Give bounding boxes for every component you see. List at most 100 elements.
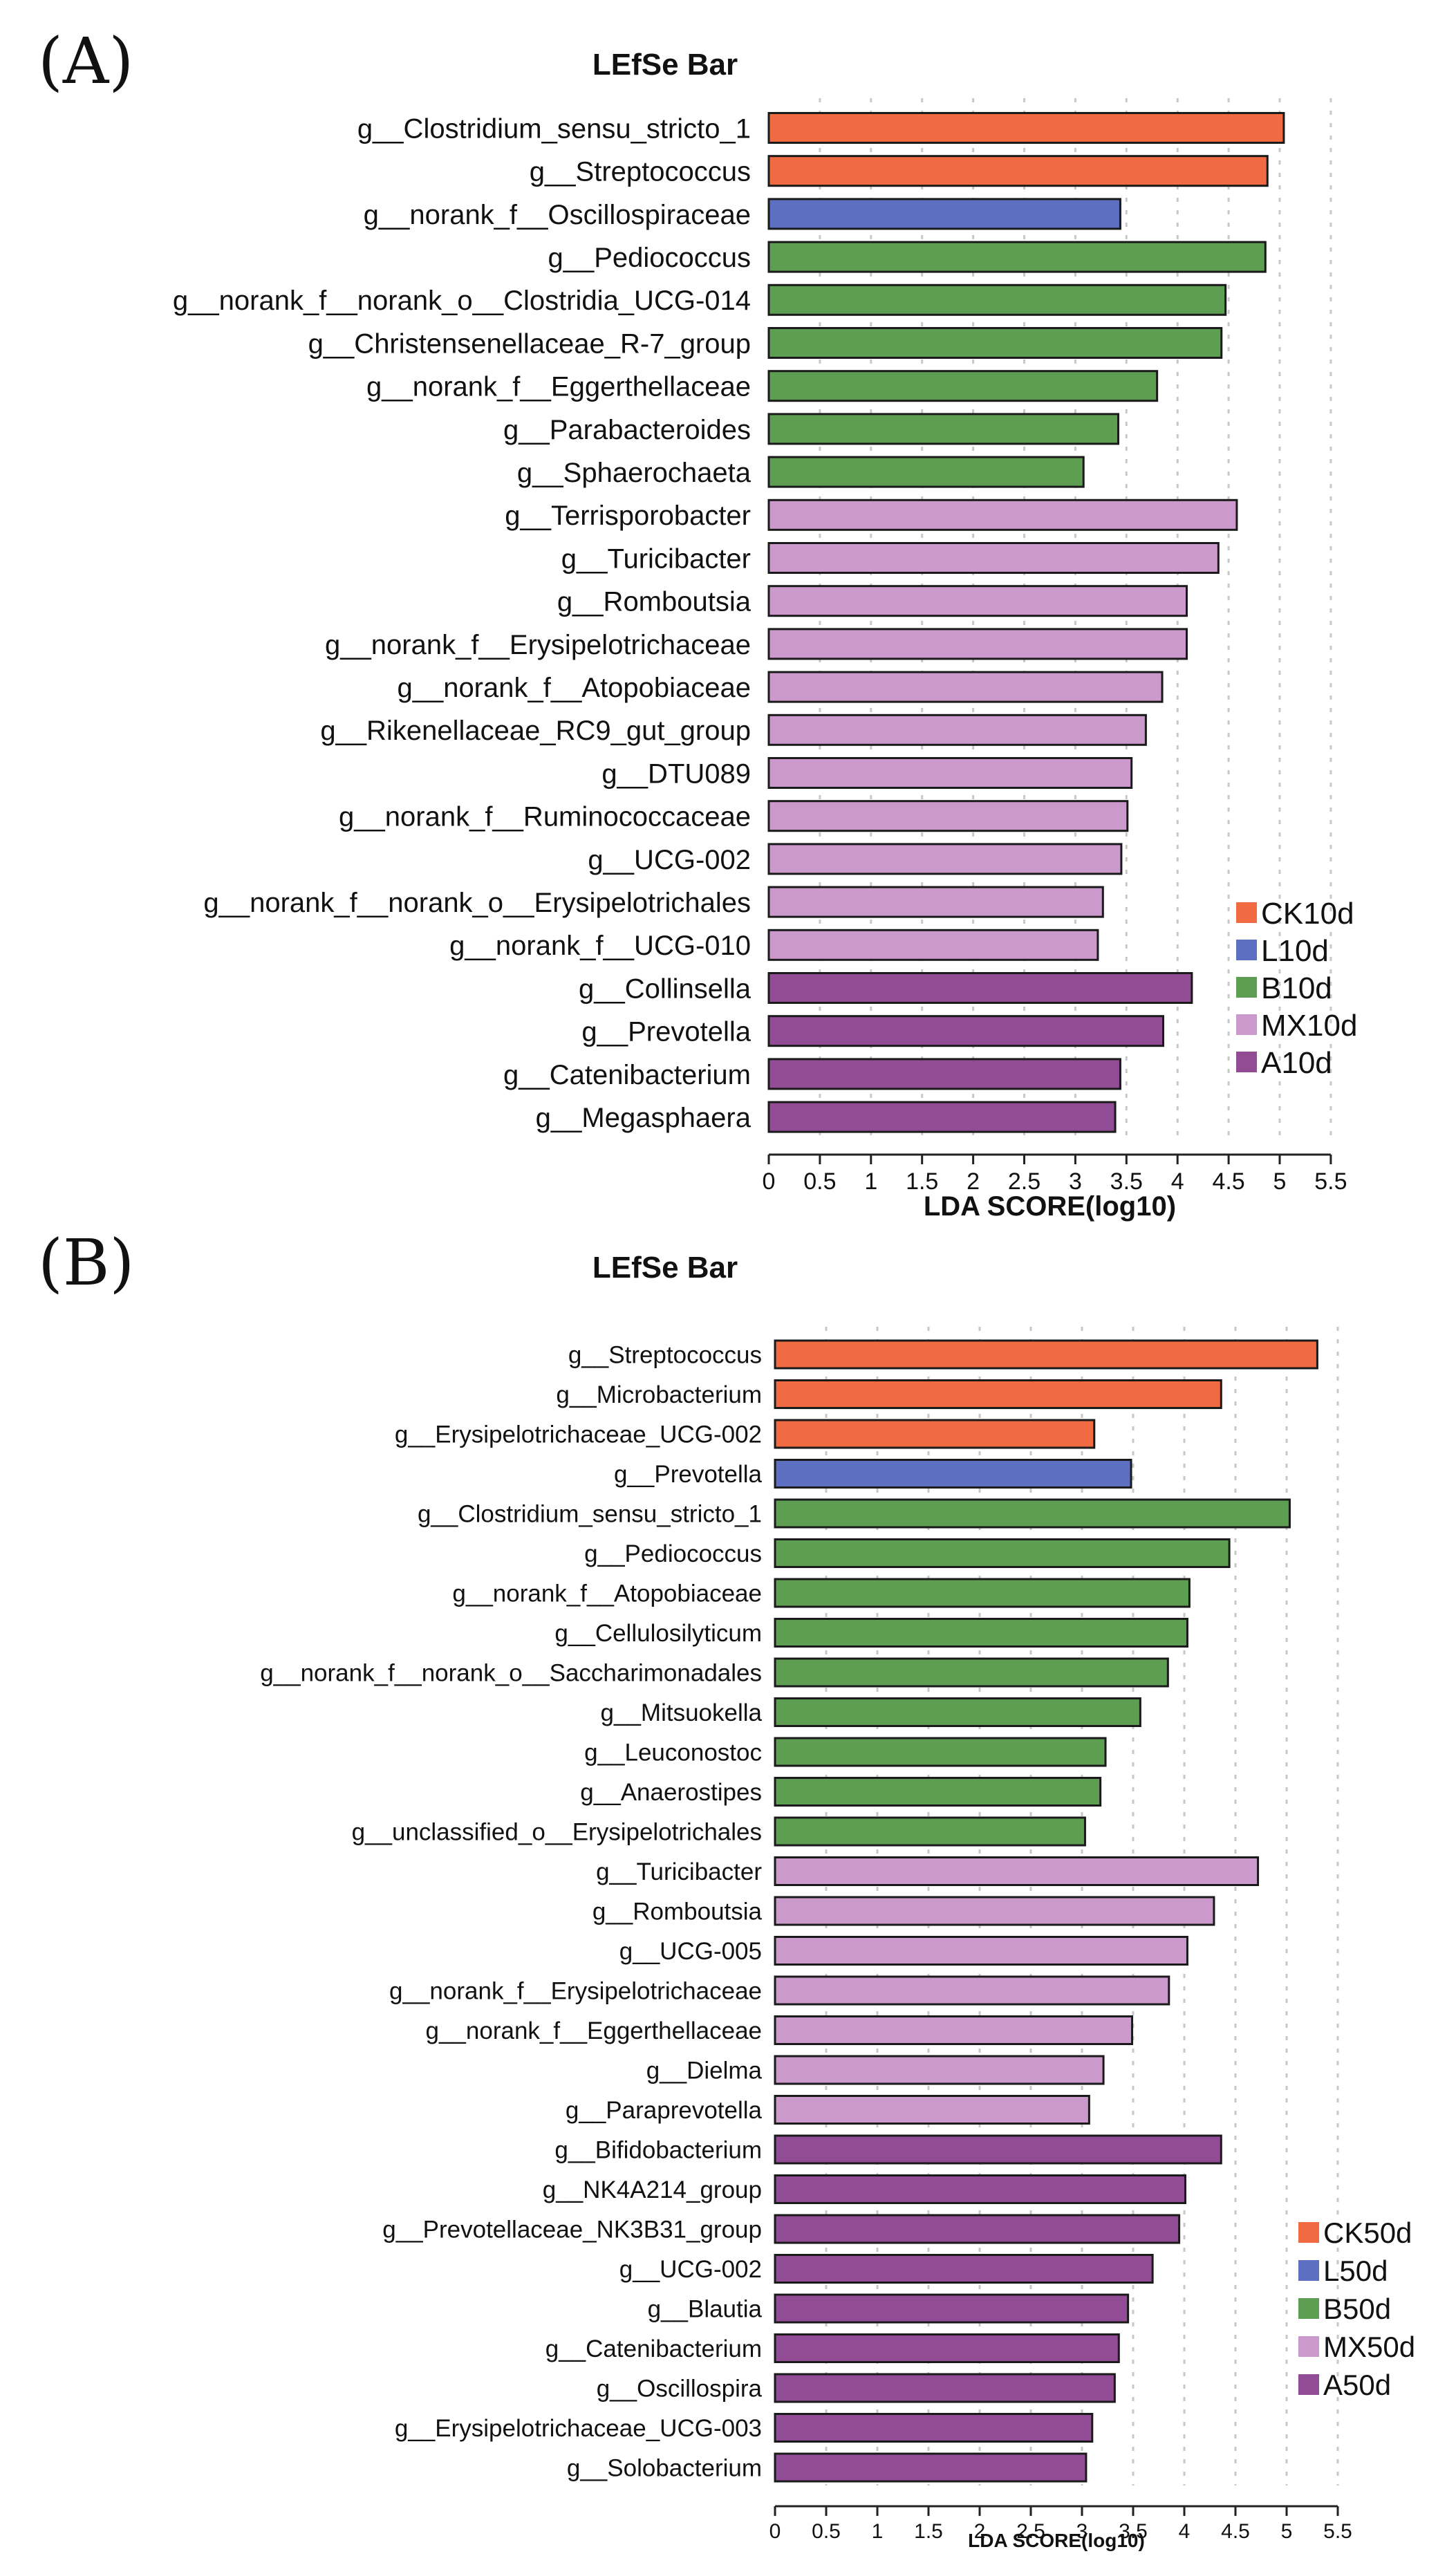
bar [774, 1379, 1222, 1409]
category-label: g__Leuconostoc [584, 1739, 762, 1766]
x-tick-label: 3 [1076, 2520, 1088, 2543]
bar [767, 1101, 1117, 1133]
bar [774, 2333, 1120, 2363]
category-label: g__Oscillospira [597, 2376, 763, 2403]
bar [774, 2373, 1116, 2403]
x-tick-label: 4 [1179, 2520, 1191, 2543]
category-label: g__norank_f__Oscillospiraceae [364, 200, 751, 230]
bar [767, 498, 1238, 531]
bar [774, 1339, 1318, 1370]
bar [774, 1777, 1102, 1807]
bar [774, 2254, 1154, 2284]
legend-label: MX50d [1323, 2331, 1415, 2363]
category-label: g__DTU089 [601, 758, 751, 789]
legend-label: MX10d [1261, 1009, 1357, 1043]
x-tick-label: 2 [974, 2520, 986, 2543]
category-label: g__Sphaerochaeta [517, 458, 752, 488]
bar [767, 800, 1129, 832]
bar [774, 1975, 1170, 2006]
bar [767, 757, 1133, 789]
bar [767, 241, 1267, 273]
category-label: g__Clostridium_sensu_stricto_1 [357, 113, 751, 144]
category-label: g__Terrisporobacter [505, 501, 751, 531]
bar [767, 972, 1193, 1004]
legend-label: L10d [1261, 934, 1329, 968]
category-label: g__Dielma [646, 2058, 763, 2084]
bar [767, 283, 1227, 316]
bar [767, 671, 1164, 703]
category-label: g__Romboutsia [592, 1899, 763, 1925]
legend-label: L50d [1323, 2255, 1388, 2287]
x-tick-label: 2.5 [1016, 2520, 1045, 2543]
category-label: g__Anaerostipes [580, 1779, 762, 1806]
category-label: g__Christensenellaceae_R-7_group [308, 328, 751, 359]
category-label: g__Cellulosilyticum [554, 1620, 762, 1647]
category-label: g__NK4A214_group [543, 2176, 762, 2203]
category-label: g__Erysipelotrichaceae_UCG-003 [395, 2415, 762, 2442]
bar [774, 2174, 1186, 2204]
legend-swatch [1236, 1014, 1257, 1035]
x-tick-label: 4.5 [1221, 2520, 1250, 2543]
bar [767, 886, 1104, 918]
category-label: g__Prevotellaceae_NK3B31_group [382, 2217, 762, 2244]
chart-title: LEfSe Bar [592, 1251, 738, 1285]
bar [767, 370, 1159, 402]
x-tick-label: 4.5 [1212, 1168, 1244, 1195]
category-label: g__Catenibacterium [545, 2335, 762, 2362]
legend-swatch [1236, 977, 1257, 998]
chart-title: LEfSe Bar [592, 48, 738, 82]
legend-swatch [1298, 2298, 1319, 2319]
bar [767, 327, 1223, 359]
x-tick-label: 0 [763, 1168, 776, 1195]
category-label: g__Erysipelotrichaceae_UCG-002 [395, 1421, 762, 1448]
legend-swatch [1236, 1052, 1257, 1072]
category-label: g__UCG-005 [619, 1938, 762, 1965]
category-label: g__Microbacterium [556, 1381, 762, 1408]
bar [774, 2095, 1090, 2125]
category-label: g__Solobacterium [567, 2455, 762, 2482]
category-label: g__norank_f__Eggerthellaceae [366, 372, 751, 402]
panel-b-chart: (B) LEfSe Bar g__Streptococcus g__Microbact… [38, 1226, 1415, 2551]
category-label: g__Prevotella [614, 1461, 763, 1488]
bar [774, 1578, 1191, 1608]
x-tick-label: 3.5 [1110, 1168, 1143, 1195]
category-label: g__norank_f__norank_o__Erysipelotrichale… [203, 888, 751, 918]
legend-label: B50d [1323, 2293, 1391, 2325]
category-label: g__norank_f__norank_o__Clostridia_UCG-01… [173, 286, 751, 316]
x-tick-label: 5 [1281, 2520, 1293, 2543]
category-label: g__norank_f__Atopobiaceae [397, 673, 751, 703]
bar [767, 413, 1119, 445]
bar [774, 2214, 1181, 2244]
category-label: g__Streptococcus [568, 1342, 762, 1369]
bar [767, 198, 1121, 230]
x-tick-label: 0.5 [812, 2520, 841, 2543]
bar [767, 456, 1085, 488]
legend-label: A10d [1261, 1046, 1332, 1080]
x-tick-label: 4 [1171, 1168, 1184, 1195]
category-label: g__Turicibacter [561, 543, 751, 574]
bar [774, 2015, 1134, 2045]
category-label: g__norank_f__norank_o__Saccharimonadales [260, 1660, 762, 1687]
x-tick-label: 5.5 [1323, 2520, 1352, 2543]
category-label: g__Paraprevotella [566, 2097, 763, 2124]
bar [774, 1896, 1215, 1926]
category-label: g__Catenibacterium [503, 1060, 751, 1090]
x-tick-label: 0.5 [803, 1168, 836, 1195]
bar [767, 542, 1220, 574]
category-label: g__Clostridium_sensu_stricto_1 [418, 1501, 762, 1528]
bar [767, 1058, 1121, 1090]
x-axis-title: LDA SCORE(log10) [968, 2530, 1145, 2551]
bar [774, 2134, 1222, 2165]
bar [774, 2293, 1130, 2324]
panel-label: (B) [38, 1226, 134, 1300]
bar [774, 2452, 1088, 2483]
x-tick-label: 5 [1273, 1168, 1287, 1195]
bar [767, 1015, 1165, 1047]
category-label: g__UCG-002 [588, 845, 751, 875]
legend-swatch [1298, 2260, 1319, 2281]
legend-label: CK50d [1323, 2217, 1412, 2249]
x-axis: 0 0.5 1 1.5 2 2.5 3 3.5 4 4.5 5 5.5 [769, 2505, 1352, 2543]
x-tick-label: 1 [864, 1168, 877, 1195]
